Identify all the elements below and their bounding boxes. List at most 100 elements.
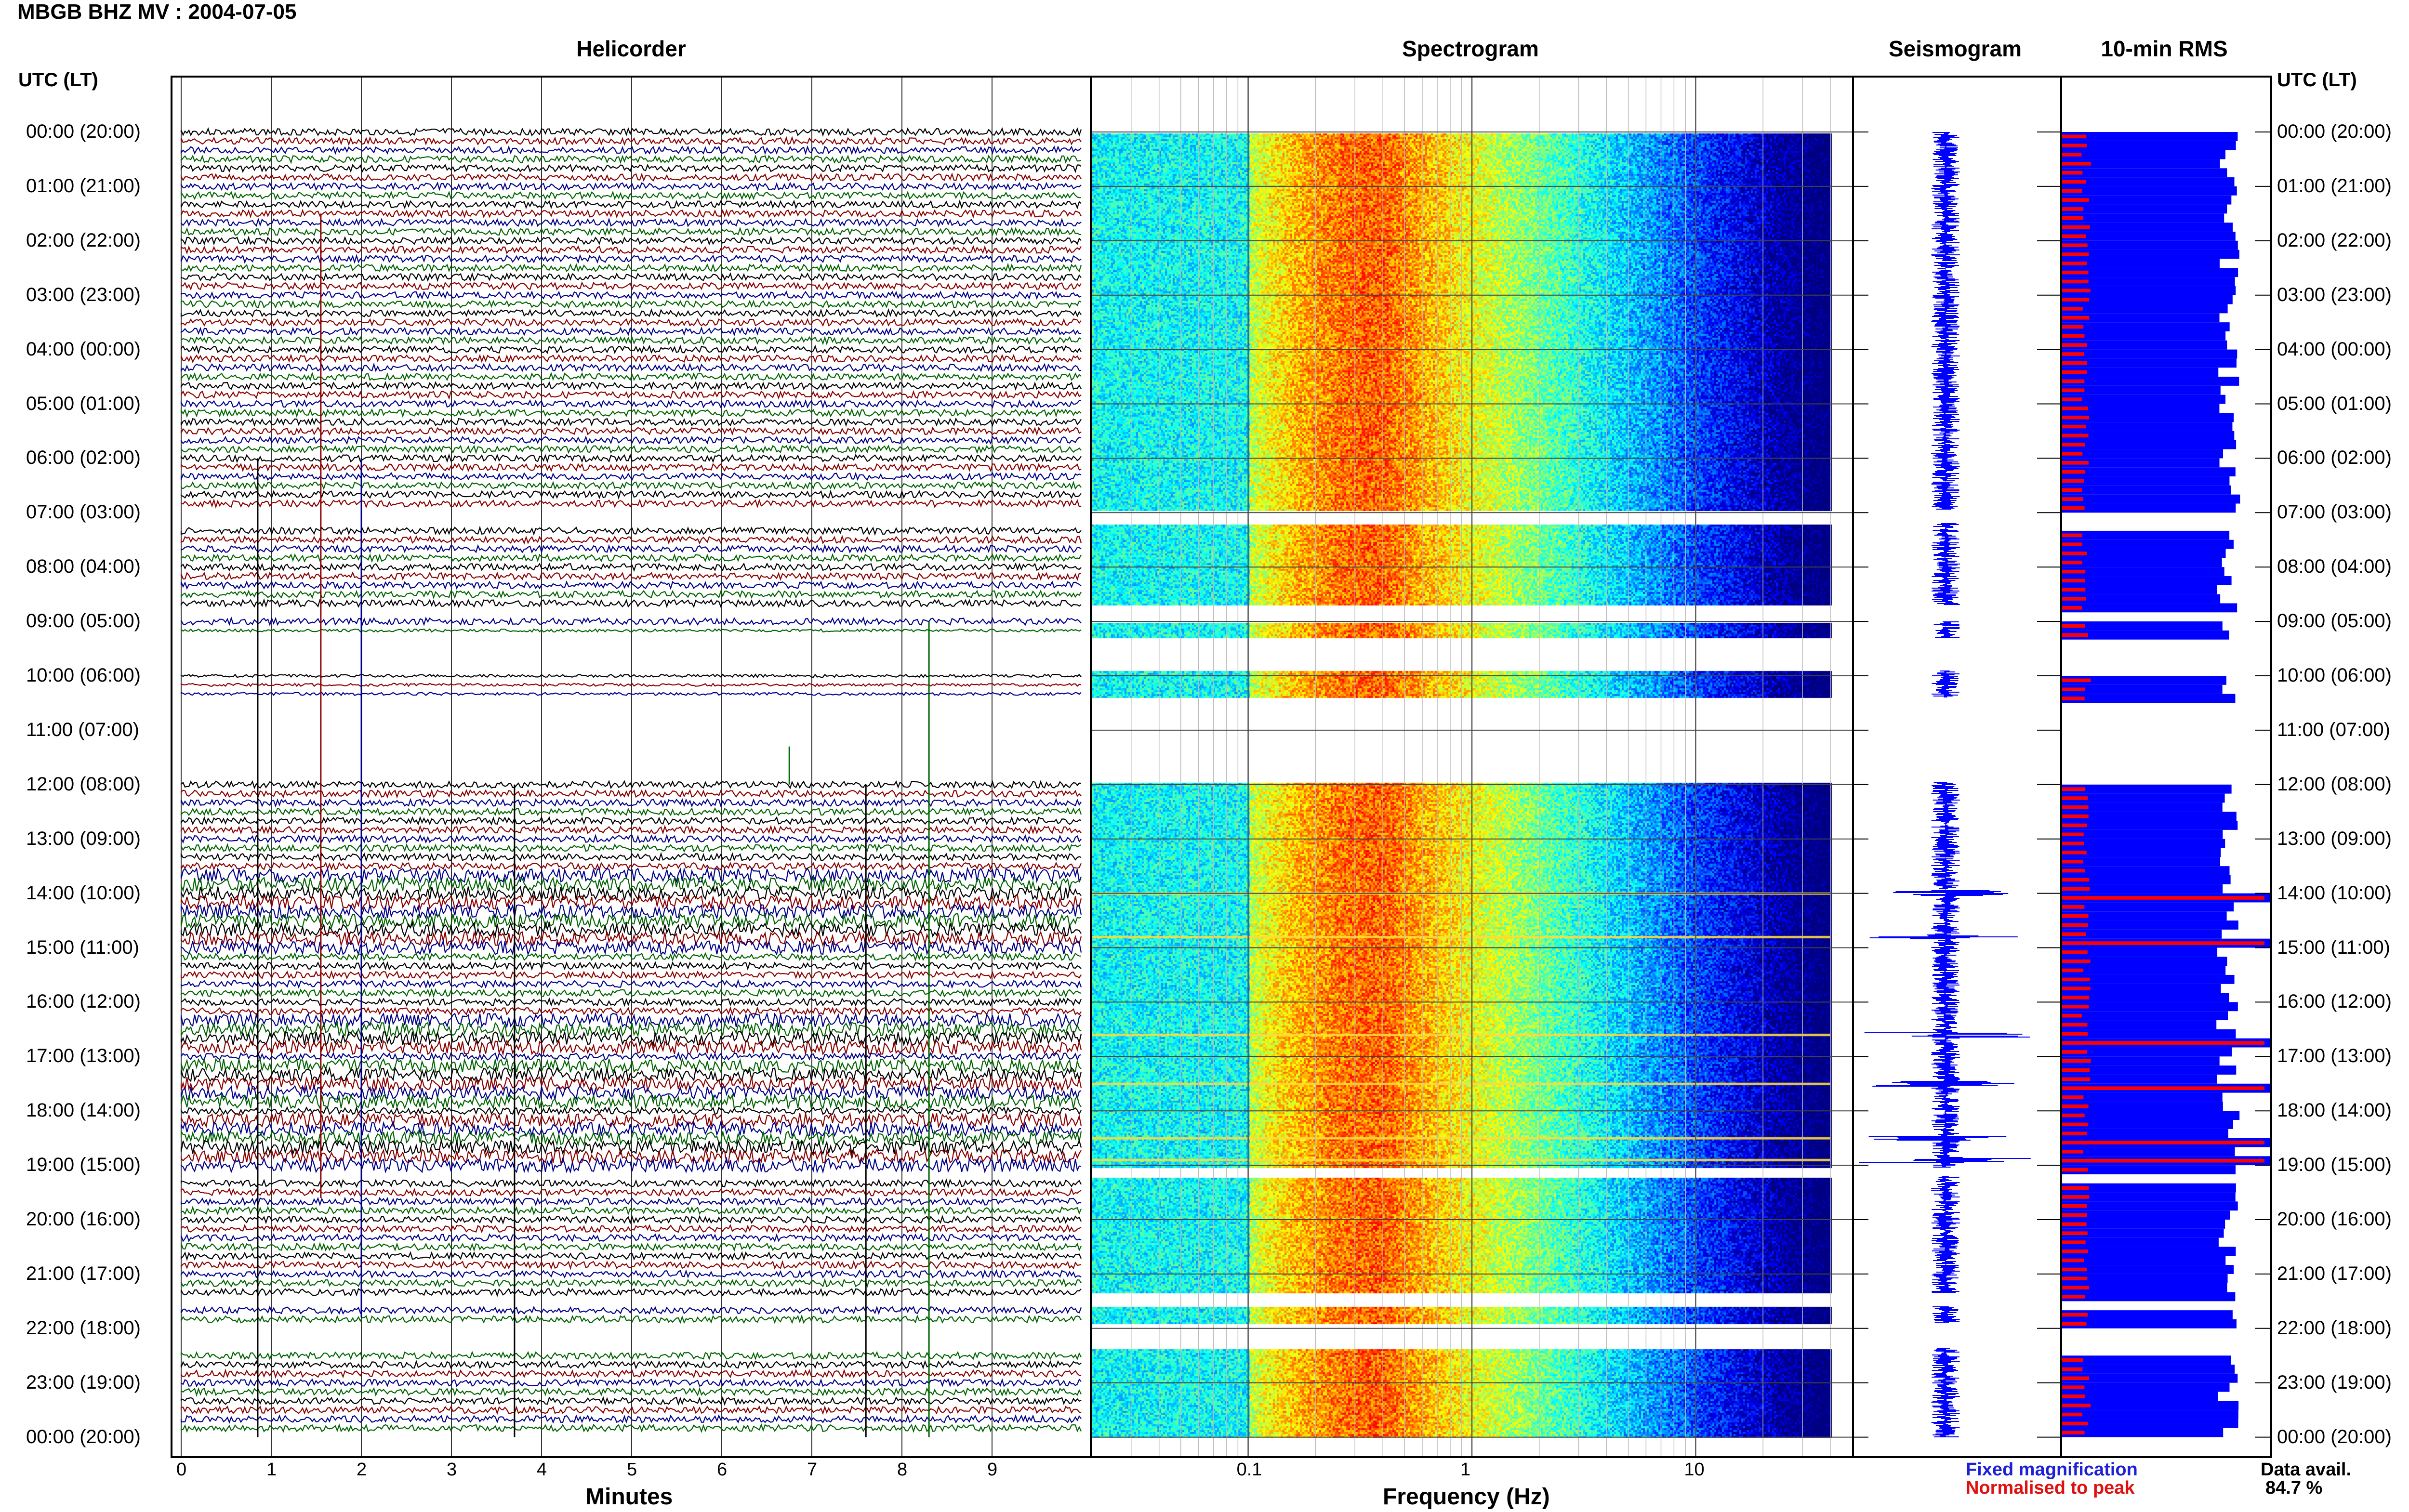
rms-normalised-bar	[2062, 1222, 2087, 1226]
rms-fixed-bar	[2062, 1183, 2236, 1193]
rms-fixed-bar	[2062, 1020, 2217, 1029]
helicorder-trace	[180, 562, 1082, 572]
rms-fixed-bar	[2062, 1292, 2236, 1302]
utc-label-left: 16:00 (12:00)	[26, 991, 141, 1012]
rms-fixed-bar	[2062, 132, 2238, 141]
rms-fixed-bar	[2062, 1192, 2236, 1202]
rms-fixed-bar	[2062, 295, 2233, 304]
rms-normalised-bar	[2062, 950, 2088, 954]
minute-tick-label: 8	[897, 1459, 908, 1480]
rms-normalised-bar	[2062, 1077, 2091, 1081]
rms-fixed-bar	[2062, 1002, 2238, 1012]
rms-fixed-bar	[2062, 404, 2220, 413]
rms-normalised-bar	[2062, 144, 2087, 147]
utc-label-left: 00:00 (20:00)	[26, 1426, 141, 1447]
rms-fixed-bar	[2062, 377, 2239, 386]
rms-normalised-bar	[2062, 424, 2086, 429]
rms-normalised-bar	[2062, 189, 2082, 193]
rms-normalised-bar	[2062, 370, 2087, 374]
helicorder-trace	[180, 1075, 1082, 1092]
availability-value: 84.7 %	[2265, 1478, 2323, 1498]
utc-label-left: 06:00 (02:00)	[26, 447, 141, 469]
helicorder-trace	[180, 1039, 1082, 1056]
rms-normalised-bar	[2062, 1231, 2088, 1235]
rms-normalised-bar	[2062, 1131, 2087, 1136]
utc-label-left: 12:00 (08:00)	[26, 773, 141, 795]
rms-fixed-bar	[2062, 857, 2221, 867]
rms-fixed-bar	[2062, 920, 2238, 930]
rms-bars	[2062, 131, 2270, 1438]
rms-normalised-bar	[2062, 325, 2084, 329]
rms-normalised-bar	[2062, 243, 2088, 247]
rms-fixed-bar	[2062, 286, 2236, 295]
utc-label-right: 22:00 (18:00)	[2277, 1317, 2392, 1339]
utc-label-left: 17:00 (13:00)	[26, 1045, 141, 1067]
utc-label-left: 13:00 (09:00)	[26, 828, 141, 849]
helicorder-title: Helicorder	[576, 36, 686, 61]
rms-normalised-bar	[2062, 1367, 2083, 1371]
rms-normalised-bar	[2062, 996, 2090, 999]
helicorder-trace	[180, 154, 1082, 164]
rms-fixed-bar	[2062, 1401, 2239, 1410]
seismogram-trace	[1854, 131, 2060, 1438]
helicorder-trace	[180, 535, 1082, 545]
helicorder-trace	[180, 1242, 1082, 1252]
rms-normalised-bar	[2062, 1240, 2086, 1244]
frequency-tick-label: 10	[1684, 1459, 1705, 1480]
rms-normalised-bar	[2062, 1150, 2083, 1154]
helicorder-trace	[180, 136, 1082, 146]
rms-normalised-bar	[2062, 1158, 2264, 1163]
helicorder-trace	[180, 1269, 1082, 1279]
rms-normalised-bar	[2062, 1013, 2082, 1018]
seismogram-title: Seismogram	[1888, 36, 2022, 61]
rms-fixed-bar	[2062, 1382, 2230, 1392]
utc-label-right: 23:00 (19:00)	[2277, 1371, 2392, 1393]
helicorder-trace	[180, 903, 1082, 920]
helicorder-trace	[180, 616, 1082, 627]
rms-normalised-bar	[2062, 407, 2088, 410]
rms-fixed-bar	[2062, 467, 2236, 477]
rms-normalised-bar	[2062, 1068, 2090, 1072]
rms-normalised-bar	[2062, 1421, 2088, 1426]
helicorder-trace	[180, 308, 1082, 318]
rms-normalised-bar	[2062, 134, 2087, 139]
rms-fixed-bar	[2062, 848, 2221, 857]
rms-normalised-bar	[2062, 289, 2091, 293]
rms-normalised-bar	[2062, 542, 2082, 546]
legend-normalised: Normalised to peak	[1966, 1478, 2135, 1498]
rms-normalised-bar	[2062, 1394, 2085, 1398]
rms-normalised-bar	[2062, 1104, 2089, 1108]
rms-fixed-bar	[2062, 340, 2227, 350]
utc-label-right: 02:00 (22:00)	[2277, 229, 2392, 251]
minute-tick-label: 0	[176, 1459, 187, 1480]
rms-fixed-bar	[2062, 177, 2235, 186]
helicorder-trace	[180, 867, 1082, 884]
utc-label-right: 18:00 (14:00)	[2277, 1100, 2392, 1121]
rms-normalised-bar	[2062, 787, 2086, 791]
rms-normalised-bar	[2062, 1050, 2087, 1054]
helicorder-trace	[180, 127, 1082, 137]
helicorder-trace	[180, 861, 1082, 871]
rms-fixed-bar	[2062, 793, 2225, 803]
helicorder-trace	[180, 226, 1082, 237]
rms-fixed-bar	[2062, 168, 2227, 178]
rms-normalised-bar	[2062, 162, 2091, 166]
helicorder-trace	[180, 912, 1082, 929]
rms-normalised-bar	[2062, 986, 2091, 990]
helicorder-trace	[180, 1233, 1082, 1243]
rms-fixed-bar	[2062, 974, 2235, 984]
helicorder-trace	[180, 1205, 1082, 1216]
helicorder-trace	[180, 1052, 1082, 1062]
rms-fixed-bar	[2062, 331, 2226, 341]
helicorder-trace	[180, 526, 1082, 536]
helicorder-trace	[180, 1012, 1082, 1029]
rms-fixed-bar	[2062, 1355, 2231, 1365]
rms-normalised-bar	[2062, 1113, 2085, 1118]
rms-fixed-bar	[2062, 1147, 2235, 1157]
rms-fixed-bar	[2062, 1201, 2238, 1211]
utc-label-right: 01:00 (21:00)	[2277, 175, 2392, 197]
utc-label-right: 17:00 (13:00)	[2277, 1045, 2392, 1067]
rms-normalised-bar	[2062, 334, 2085, 338]
helicorder-trace	[180, 1223, 1082, 1234]
rms-normalised-bar	[2062, 633, 2089, 637]
